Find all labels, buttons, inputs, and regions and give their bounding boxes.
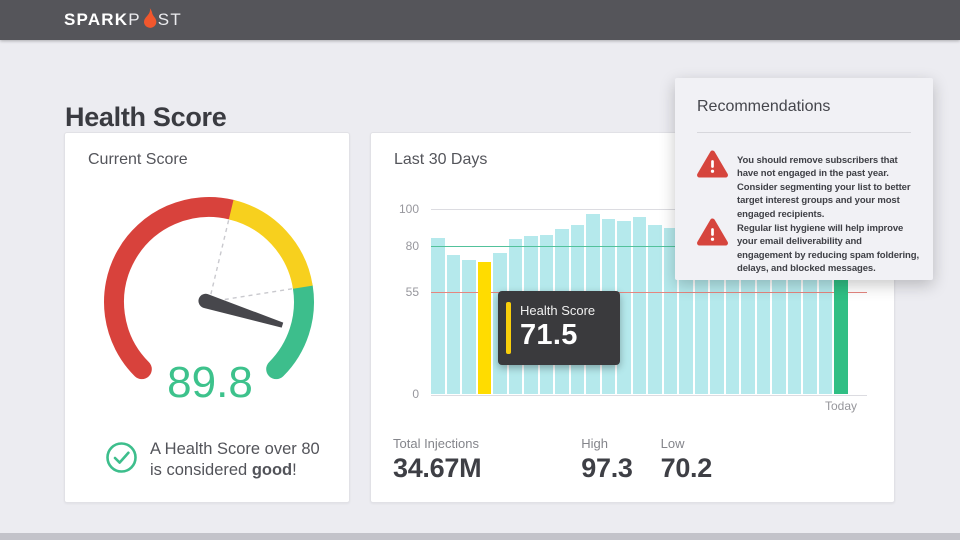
- y-tick-label: 80: [405, 239, 419, 253]
- chart-bar[interactable]: [663, 228, 678, 394]
- threshold-line-55: [431, 292, 867, 294]
- chart-bar[interactable]: [431, 237, 445, 394]
- last-30-days-card: Last 30 Days 0 55 80 100 Today Health Score…: [370, 132, 895, 503]
- gridline: [431, 394, 867, 396]
- stat-high: High 97.3: [581, 436, 633, 484]
- chart-stats: Total Injections 34.67M High 97.3 Low 70…: [393, 436, 740, 484]
- chart-bar[interactable]: [818, 248, 833, 394]
- warning-triangle-icon: [697, 218, 728, 246]
- chart-bar-selected[interactable]: [477, 261, 492, 394]
- chart-bar[interactable]: [710, 249, 724, 394]
- gauge-segment: [104, 197, 242, 380]
- y-tick-label: 0: [412, 387, 419, 401]
- gauge-segment: [266, 277, 314, 380]
- score-note: A Health Score over 80 is considered goo…: [105, 439, 320, 481]
- chart-bar[interactable]: [803, 264, 817, 394]
- health-score-gauge: 89.8: [104, 197, 314, 407]
- current-score-card: Current Score 89.8 A Health Score over 8…: [64, 132, 350, 503]
- chart-title: Last 30 Days: [394, 151, 488, 168]
- chart-bar[interactable]: [648, 224, 662, 394]
- stat-value: 34.67M: [393, 453, 482, 483]
- stat-value: 97.3: [581, 453, 633, 483]
- note-good: good: [251, 461, 293, 479]
- logo-text-p: P: [128, 10, 141, 29]
- logo-text-spark: SPARK: [64, 10, 129, 29]
- recommendation-item: Regular list hygiene will help improve y…: [697, 212, 919, 285]
- recommendation-item: You should remove subscribers that have …: [697, 144, 919, 231]
- stat-value: 70.2: [660, 453, 713, 483]
- score-note-text: A Health Score over 80 is considered goo…: [150, 439, 320, 481]
- gauge-segment: [228, 199, 313, 290]
- threshold-line-80: [431, 246, 867, 247]
- gauge-needle: [198, 293, 284, 328]
- sparkpost-logo[interactable]: SPARK P ST: [64, 7, 182, 33]
- page-title: Health Score: [65, 102, 227, 133]
- note-excl: !: [292, 461, 297, 479]
- chart-bar[interactable]: [756, 247, 771, 394]
- gauge-dashed-marker: [208, 218, 230, 303]
- chart-bar[interactable]: [617, 221, 631, 394]
- recommendation-text: You should remove subscribers that have …: [737, 154, 911, 220]
- warning-triangle-icon: [697, 150, 728, 178]
- chart-bar[interactable]: [725, 246, 740, 394]
- chart-bar[interactable]: [679, 254, 693, 394]
- note-line2: is considered: [150, 461, 252, 479]
- gauge-value: 89.8: [167, 358, 253, 407]
- chart-bar-today[interactable]: [834, 249, 848, 394]
- stat-label: High: [581, 436, 609, 451]
- chart-tooltip: Health Score 71.5: [498, 291, 620, 365]
- chart-bar[interactable]: [632, 217, 647, 394]
- tooltip-body: Health Score 71.5: [520, 303, 595, 365]
- chart-bar[interactable]: [446, 255, 461, 394]
- gauge-arcs: [104, 197, 314, 380]
- y-tick-label: 100: [398, 202, 419, 216]
- current-score-title: Current Score: [88, 151, 188, 168]
- logo-text-st: ST: [157, 10, 182, 29]
- stat-label: Total Injections: [393, 436, 479, 451]
- chart-bar[interactable]: [462, 259, 476, 394]
- note-line1: A Health Score over 80: [150, 440, 320, 458]
- y-tick-label: 55: [405, 285, 419, 300]
- chart-bar[interactable]: [772, 249, 786, 394]
- gauge-dashed-marker: [208, 287, 295, 303]
- app-header: SPARK P ST: [0, 0, 960, 40]
- stat-low: Low 70.2: [660, 436, 713, 484]
- chart-bar[interactable]: [787, 246, 802, 394]
- chart-bar[interactable]: [694, 250, 709, 394]
- window-bottom-edge: [0, 533, 960, 540]
- chart-bar[interactable]: [741, 244, 755, 394]
- stat-total-injections: Total Injections 34.67M: [393, 436, 482, 484]
- gridline: [431, 208, 867, 210]
- tooltip-value: 71.5: [520, 319, 578, 351]
- x-axis-today-label: Today: [824, 399, 858, 413]
- recommendations-title: Recommendations: [697, 98, 831, 115]
- gauge-threshold-dashes: [208, 218, 295, 303]
- recommendations-panel: Recommendations You should remove subscr…: [675, 78, 933, 280]
- stat-label: Low: [660, 436, 685, 451]
- check-circle-icon: [106, 442, 137, 473]
- tooltip-accent-bar: [506, 302, 511, 354]
- recommendation-text: Regular list hygiene will help improve y…: [737, 222, 920, 275]
- tooltip-label: Health Score: [520, 303, 596, 318]
- flame-icon: [143, 8, 157, 28]
- panel-divider: [697, 132, 911, 133]
